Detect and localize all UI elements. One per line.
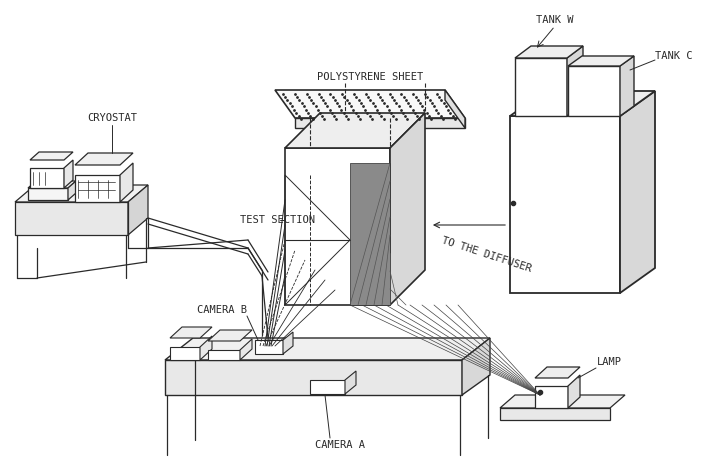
Text: TO THE DIFFUSER: TO THE DIFFUSER [441,236,533,274]
Polygon shape [390,113,425,305]
Polygon shape [68,181,76,200]
Polygon shape [283,332,293,354]
Polygon shape [165,338,490,360]
Polygon shape [30,152,73,160]
Text: TEST SECTION: TEST SECTION [240,215,315,225]
Text: TANK C: TANK C [655,51,692,61]
Text: CRYOSTAT: CRYOSTAT [87,113,137,123]
Polygon shape [120,163,133,202]
Polygon shape [128,185,148,235]
Polygon shape [75,175,120,202]
Polygon shape [28,181,76,188]
Polygon shape [535,367,580,378]
Text: POLYSTYRENE SHEET: POLYSTYRENE SHEET [317,72,423,82]
Polygon shape [255,340,283,354]
Polygon shape [500,408,610,420]
Polygon shape [568,375,580,408]
Polygon shape [295,118,465,128]
Polygon shape [567,46,583,116]
Polygon shape [310,380,345,394]
Polygon shape [535,386,568,408]
Polygon shape [15,185,148,202]
Polygon shape [445,90,465,128]
Text: LAMP: LAMP [597,357,622,367]
Polygon shape [285,148,390,305]
Polygon shape [515,58,567,116]
Polygon shape [510,116,620,293]
Polygon shape [200,336,212,360]
Polygon shape [64,160,73,188]
Polygon shape [568,66,620,116]
Polygon shape [500,395,625,408]
Polygon shape [165,360,462,395]
Polygon shape [285,113,425,148]
Polygon shape [208,350,240,360]
Polygon shape [28,188,68,200]
Polygon shape [620,91,655,293]
Polygon shape [75,153,133,165]
Polygon shape [510,91,655,116]
Polygon shape [15,202,128,235]
Text: CAMERA A: CAMERA A [315,440,365,450]
Text: CAMERA B: CAMERA B [197,305,247,315]
Polygon shape [620,56,634,116]
Polygon shape [350,163,390,305]
Text: TANK W: TANK W [537,15,574,25]
Polygon shape [275,90,465,118]
Polygon shape [170,347,200,360]
Polygon shape [30,168,64,188]
Polygon shape [568,56,634,66]
Polygon shape [515,46,583,58]
Polygon shape [170,327,212,338]
Polygon shape [462,338,490,395]
Polygon shape [208,330,252,341]
Polygon shape [240,339,252,360]
Polygon shape [345,371,356,394]
